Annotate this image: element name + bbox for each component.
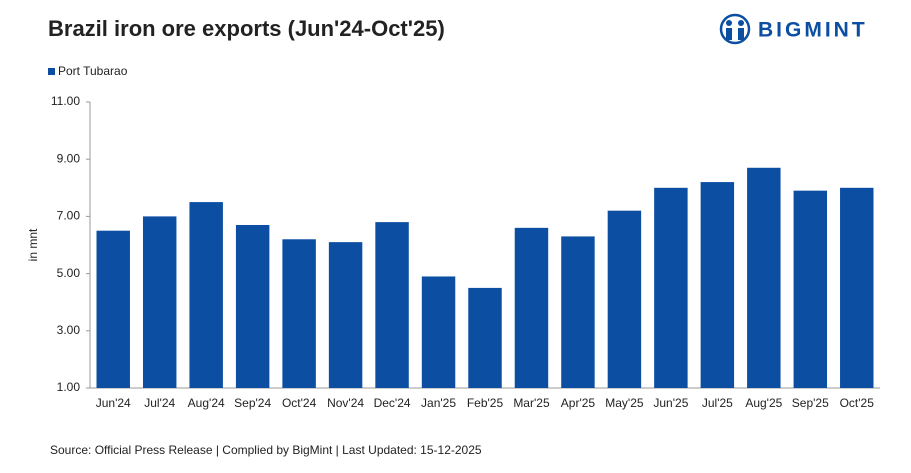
x-tick-label: Oct'25 [840,396,875,410]
y-tick-label: 3.00 [57,323,81,337]
legend-swatch [48,68,55,75]
x-tick-label: Jul'25 [702,396,733,410]
bar [468,287,502,388]
x-tick-label: Sep'24 [234,396,271,410]
bar [189,202,223,388]
bar [840,187,874,388]
x-tick-label: Sep'25 [792,396,829,410]
logo-figure [726,28,732,40]
logo-dot [738,20,744,26]
x-tick-label: Jul'24 [144,396,175,410]
x-tick-label: Apr'25 [561,396,596,410]
y-tick-label: 5.00 [57,266,81,280]
bar [607,210,642,388]
bar [96,230,130,388]
source-note: Source: Official Press Release | Complie… [50,443,482,457]
x-tick-label: Jun'25 [653,396,688,410]
x-tick-label: Jun'24 [96,396,131,410]
x-tick-label: Aug'25 [745,396,782,410]
y-tick-label: 9.00 [57,151,81,165]
y-tick-label: 1.00 [57,380,81,394]
logo-text: BIGMINT [758,19,868,42]
bar [654,187,688,388]
bar [561,236,595,388]
x-tick-label: Oct'24 [282,396,317,410]
x-tick-label: Dec'24 [374,396,411,410]
logo-figure [738,28,744,40]
bar [328,242,363,388]
x-tick-label: Jan'25 [421,396,456,410]
bar [793,190,828,388]
x-tick-label: May'25 [605,396,644,410]
x-tick-label: Mar'25 [513,396,550,410]
y-axis-label: in mnt [26,228,40,261]
bar [142,216,177,388]
bar [421,276,456,388]
x-tick-label: Feb'25 [467,396,504,410]
logo-dot [726,20,732,26]
bar [514,227,549,388]
bar [700,182,735,388]
bar [375,222,409,388]
bar [747,167,781,388]
logo: BIGMINT [719,13,868,45]
legend-label: Port Tubarao [58,64,128,78]
logo-ring [719,13,751,45]
bar [282,239,316,388]
chart-title: Brazil iron ore exports (Jun'24-Oct'25) [48,16,445,41]
y-tick-label: 11.00 [51,94,80,108]
y-tick-label: 7.00 [57,209,81,223]
x-tick-label: Aug'24 [188,396,225,410]
bar [235,224,270,388]
x-tick-label: Nov'24 [327,396,364,410]
